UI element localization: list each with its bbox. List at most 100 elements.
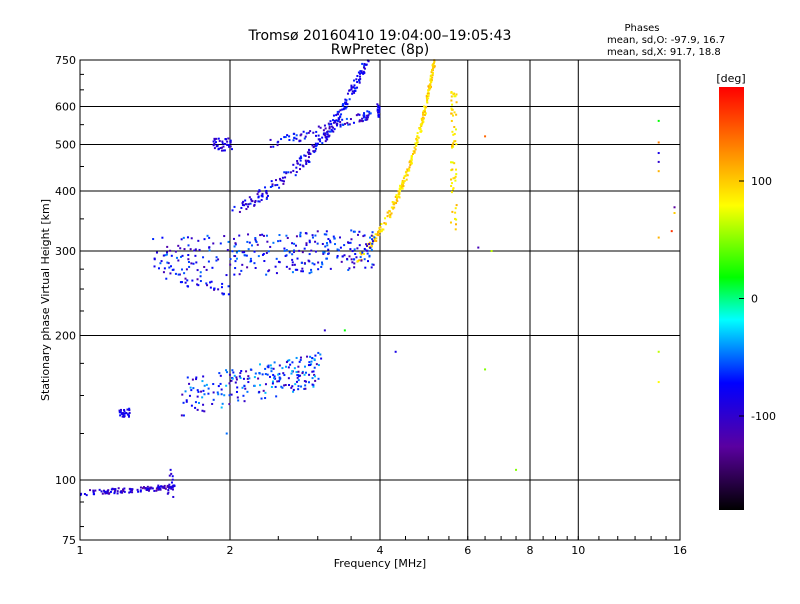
data-point — [192, 262, 195, 265]
data-point — [427, 94, 430, 97]
data-point — [311, 383, 314, 386]
data-point — [275, 257, 278, 260]
y-tick-label: 600 — [55, 101, 76, 114]
data-point — [187, 258, 190, 261]
data-point — [370, 245, 373, 248]
data-point — [219, 374, 222, 377]
data-point — [299, 163, 302, 166]
data-point — [258, 200, 261, 203]
data-point — [356, 86, 359, 89]
data-point — [450, 108, 453, 111]
data-point — [157, 486, 160, 489]
data-point — [83, 492, 86, 495]
data-point — [353, 89, 356, 92]
data-point — [346, 103, 349, 106]
data-point — [298, 140, 301, 143]
data-point — [304, 159, 307, 162]
data-point — [317, 364, 320, 367]
y-tick-label: 200 — [55, 330, 76, 343]
data-point — [353, 248, 356, 251]
data-point — [228, 394, 231, 397]
data-point — [365, 118, 368, 121]
data-point — [450, 91, 453, 94]
data-point — [328, 127, 331, 130]
data-point — [103, 490, 106, 493]
data-point — [309, 363, 312, 366]
data-point — [186, 279, 189, 282]
data-point — [220, 286, 223, 289]
data-point — [419, 123, 422, 126]
data-point — [357, 78, 360, 81]
data-point — [451, 161, 454, 164]
data-point — [363, 113, 366, 116]
data-point — [356, 74, 359, 77]
data-point — [190, 262, 193, 265]
data-point — [308, 272, 311, 275]
data-point — [373, 239, 376, 242]
data-point — [225, 384, 228, 387]
data-point — [144, 487, 147, 490]
data-point — [271, 183, 274, 186]
data-point — [366, 114, 369, 117]
data-point — [405, 178, 408, 181]
data-point — [229, 140, 232, 143]
data-point — [429, 79, 432, 82]
data-point — [291, 253, 294, 256]
data-point — [353, 79, 356, 82]
data-point — [314, 354, 317, 357]
data-point — [388, 209, 391, 212]
data-point — [423, 108, 426, 111]
data-point — [254, 199, 257, 202]
data-point — [291, 242, 294, 245]
data-point — [303, 247, 306, 250]
data-point — [197, 390, 200, 393]
data-point — [408, 160, 411, 163]
data-point — [136, 488, 139, 491]
data-point — [297, 374, 300, 377]
data-point — [266, 365, 269, 368]
data-point — [243, 400, 246, 403]
data-point — [185, 399, 188, 402]
data-point — [451, 146, 454, 149]
data-point — [350, 258, 353, 261]
data-point — [300, 385, 303, 388]
data-point — [257, 255, 260, 258]
data-point — [221, 402, 224, 405]
data-point — [297, 385, 300, 388]
data-point — [349, 241, 352, 244]
data-point — [208, 249, 211, 252]
data-point — [338, 236, 341, 239]
data-point — [328, 130, 331, 133]
data-point — [207, 260, 210, 263]
data-point — [287, 377, 290, 380]
data-point — [127, 415, 130, 418]
data-point — [297, 370, 300, 373]
data-point — [121, 488, 124, 491]
data-point — [362, 116, 365, 119]
data-point — [205, 383, 208, 386]
data-point — [455, 101, 458, 104]
data-point — [146, 485, 149, 488]
data-point — [291, 370, 294, 373]
data-point — [254, 201, 257, 204]
data-point — [358, 119, 361, 122]
data-point — [354, 87, 357, 90]
data-point — [296, 162, 299, 165]
data-point — [238, 273, 241, 276]
data-point — [213, 142, 216, 145]
data-point — [389, 216, 392, 219]
data-point — [246, 390, 249, 393]
data-point — [212, 391, 215, 394]
data-point — [292, 388, 295, 391]
data-point — [292, 132, 295, 135]
data-point — [349, 118, 352, 121]
data-point — [360, 70, 363, 73]
data-point — [399, 184, 402, 187]
colorbar-ticks: -100 0 100 — [739, 175, 776, 423]
data-point — [245, 208, 248, 211]
data-point — [334, 243, 337, 246]
data-point — [337, 110, 340, 113]
data-point — [116, 492, 119, 495]
data-point — [110, 488, 113, 491]
data-point — [181, 393, 184, 396]
